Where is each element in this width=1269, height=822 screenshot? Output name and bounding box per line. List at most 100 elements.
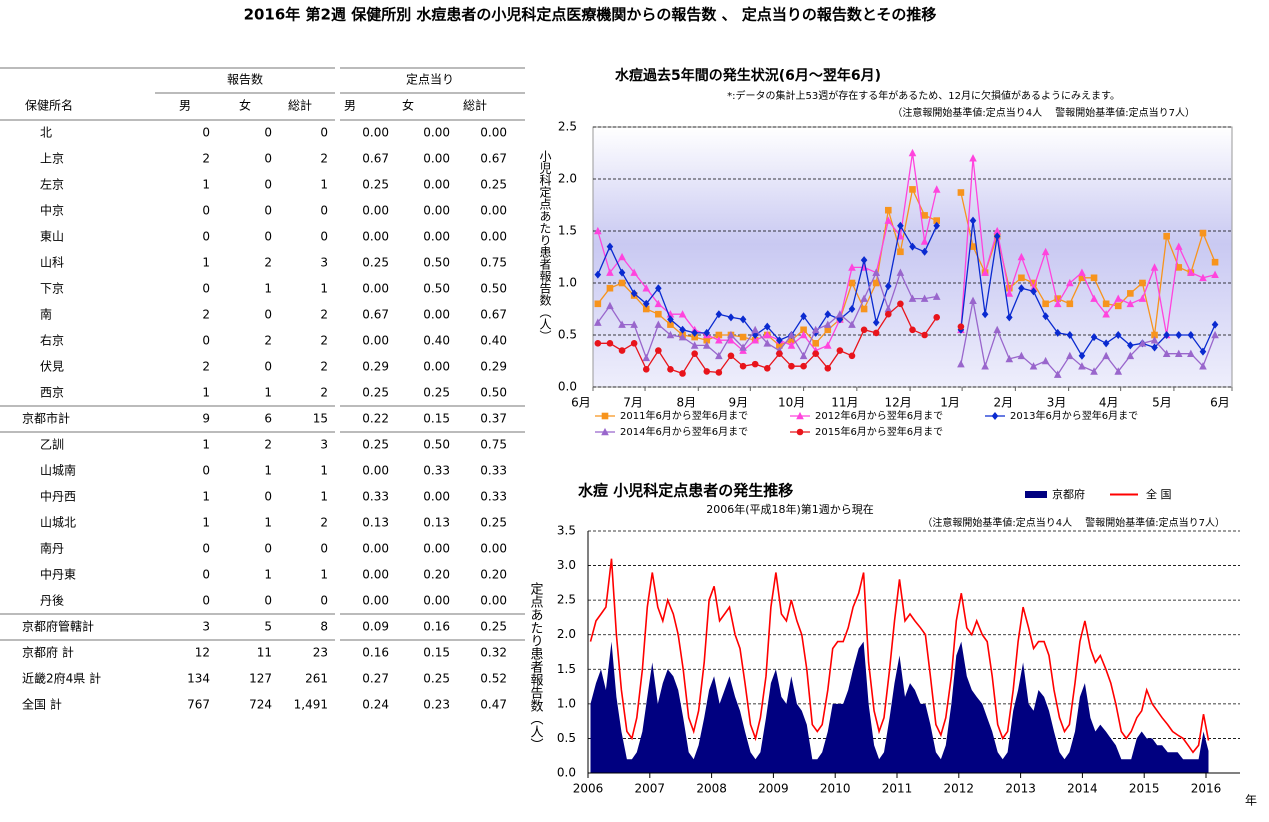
marker	[1127, 290, 1134, 297]
marker	[739, 315, 747, 324]
cell: 0.50	[423, 256, 450, 270]
marker	[1053, 370, 1062, 378]
marker	[1162, 349, 1171, 358]
cell: 0.50	[480, 282, 507, 296]
marker	[715, 336, 723, 344]
x-tick-label: 2月	[994, 396, 1014, 410]
row-label: 左京	[40, 177, 64, 192]
marker	[642, 299, 650, 308]
cell: 0.25	[362, 256, 389, 270]
marker	[993, 232, 1001, 241]
row-label: 中丹西	[40, 489, 76, 504]
cell: 767	[187, 698, 210, 712]
marker	[606, 301, 614, 310]
y-tick-label: 0.0	[557, 766, 576, 780]
marker	[823, 320, 832, 328]
marker	[1005, 354, 1014, 363]
x-tick-label: 10月	[778, 396, 805, 410]
cell: 3	[202, 620, 210, 634]
marker	[594, 270, 602, 279]
marker	[1114, 302, 1122, 310]
marker	[848, 279, 856, 287]
marker	[1053, 299, 1062, 308]
marker	[655, 347, 662, 354]
marker	[884, 310, 892, 318]
marker	[678, 332, 687, 341]
cell: 0.25	[480, 516, 507, 530]
row-label: 京都府管轄計	[22, 619, 94, 634]
marker	[897, 300, 904, 308]
row-label: 南	[40, 307, 52, 322]
cell: 0.00	[362, 568, 389, 582]
y-tick-label: 3.0	[557, 558, 576, 572]
cell: 2	[320, 334, 328, 348]
legend-marker	[796, 411, 804, 420]
marker	[933, 217, 941, 224]
marker	[1114, 367, 1123, 375]
marker	[606, 340, 614, 347]
cell: 1,491	[294, 698, 328, 712]
cell: 0	[320, 204, 328, 218]
marker	[836, 347, 844, 354]
y-tick-label: 0.5	[558, 328, 577, 342]
marker	[909, 326, 916, 334]
marker	[642, 284, 651, 292]
cell: 0.13	[423, 516, 450, 530]
cell: 3	[320, 256, 328, 270]
marker	[860, 305, 868, 313]
cell: 0.37	[480, 412, 507, 426]
x-tick-label: 2006	[573, 782, 604, 796]
cell: 0.00	[423, 152, 450, 166]
marker	[933, 221, 941, 230]
marker	[702, 341, 711, 349]
marker	[606, 242, 614, 251]
column-header: 女	[402, 98, 414, 113]
cell: 0.00	[423, 230, 450, 244]
marker	[1030, 279, 1037, 287]
marker	[1187, 331, 1195, 339]
marker	[788, 336, 795, 344]
marker	[1174, 242, 1183, 250]
row-label: 山科	[40, 256, 64, 270]
marker	[897, 248, 904, 256]
marker	[787, 341, 796, 349]
marker	[655, 284, 662, 293]
marker	[751, 325, 759, 334]
marker	[824, 326, 832, 334]
marker	[727, 330, 735, 339]
x-tick-label: 12月	[884, 396, 911, 410]
cell: 0	[202, 126, 210, 140]
cell: 0.00	[480, 594, 507, 608]
marker	[1066, 351, 1074, 360]
cell: 0.67	[480, 152, 507, 166]
cell: 3	[320, 438, 328, 452]
cell: 23	[313, 646, 328, 660]
marker	[751, 360, 759, 368]
cell: 0.32	[480, 646, 507, 660]
cell: 0.16	[423, 620, 450, 634]
column-header: 男	[344, 99, 356, 113]
chart-note: （注意報開始基準値:定点当り4人 警報開始基準値:定点当り7人）	[892, 106, 1195, 119]
x-tick-label: 2016	[1191, 782, 1222, 796]
row-label: 東山	[40, 230, 64, 244]
cell: 134	[187, 672, 210, 686]
cell: 5	[264, 620, 272, 634]
marker	[630, 340, 638, 347]
marker	[594, 300, 602, 308]
marker	[969, 243, 977, 250]
x-axis-label: 年	[1245, 794, 1257, 808]
cell: 0.00	[362, 334, 389, 348]
cell: 2	[264, 438, 272, 452]
marker	[1163, 331, 1170, 339]
cell: 2	[320, 152, 328, 166]
cell: 1	[320, 178, 328, 192]
cell: 0.50	[423, 438, 450, 452]
marker	[1042, 300, 1049, 308]
cell: 1	[202, 516, 210, 530]
cell: 0.16	[362, 646, 389, 660]
marker	[727, 352, 735, 360]
marker	[1199, 362, 1207, 370]
marker	[666, 330, 675, 339]
marker	[1138, 339, 1147, 347]
